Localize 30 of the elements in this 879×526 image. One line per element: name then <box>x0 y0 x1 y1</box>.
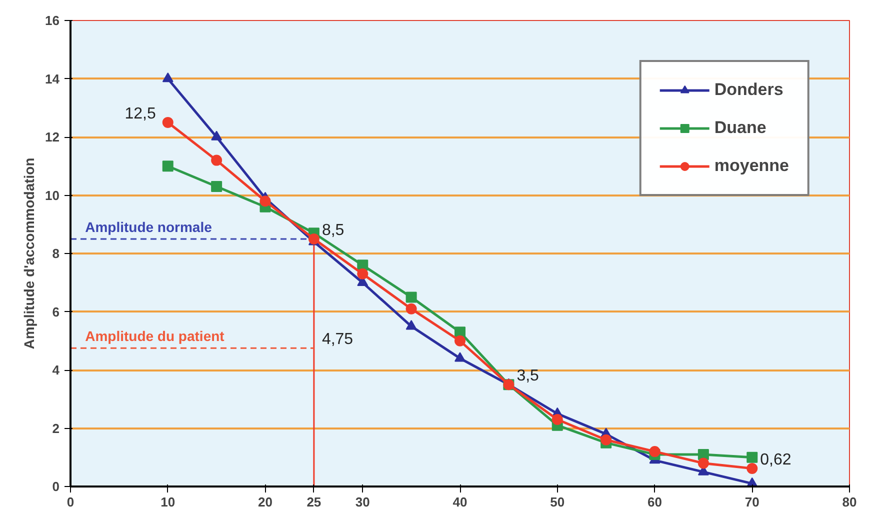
y-tick-label: 6 <box>52 304 60 320</box>
annotation: 12,5 <box>124 105 156 122</box>
legend-label: Donders <box>714 80 784 100</box>
y-tick-label: 14 <box>45 71 60 86</box>
x-tick-label: 30 <box>355 494 370 510</box>
x-tick-label: 40 <box>452 494 468 510</box>
y-tick-label: 0 <box>52 479 60 494</box>
x-tick-label: 0 <box>66 494 74 510</box>
y-tick-label: 2 <box>52 420 60 436</box>
annotation: 4,75 <box>322 331 354 348</box>
ref-line-label: Amplitude du patient <box>85 328 225 344</box>
x-tick-label: 50 <box>550 494 565 510</box>
x-tick-label: 10 <box>160 494 176 510</box>
x-tick-label: 70 <box>744 494 760 510</box>
legend-label: moyenne <box>714 156 789 176</box>
x-tick-label: 80 <box>842 494 857 510</box>
legend-label: Duane <box>714 118 766 138</box>
annotation: 0,62 <box>760 451 792 468</box>
y-tick-label: 8 <box>52 246 60 261</box>
y-tick-label: 10 <box>45 188 60 203</box>
ref-line-label: Amplitude normale <box>85 218 212 235</box>
x-tick-label: 25 <box>306 494 322 510</box>
y-tick-label: 4 <box>52 362 60 378</box>
annotation: 8,5 <box>322 222 344 239</box>
x-tick-label: 20 <box>258 494 272 510</box>
y-tick-label: 16 <box>45 13 60 28</box>
x-tick-label: 60 <box>648 494 662 510</box>
annotation: 3,5 <box>516 368 540 385</box>
y-axis-title: Amplitude d'accommodation <box>21 158 38 350</box>
y-tick-label: 12 <box>45 130 60 144</box>
